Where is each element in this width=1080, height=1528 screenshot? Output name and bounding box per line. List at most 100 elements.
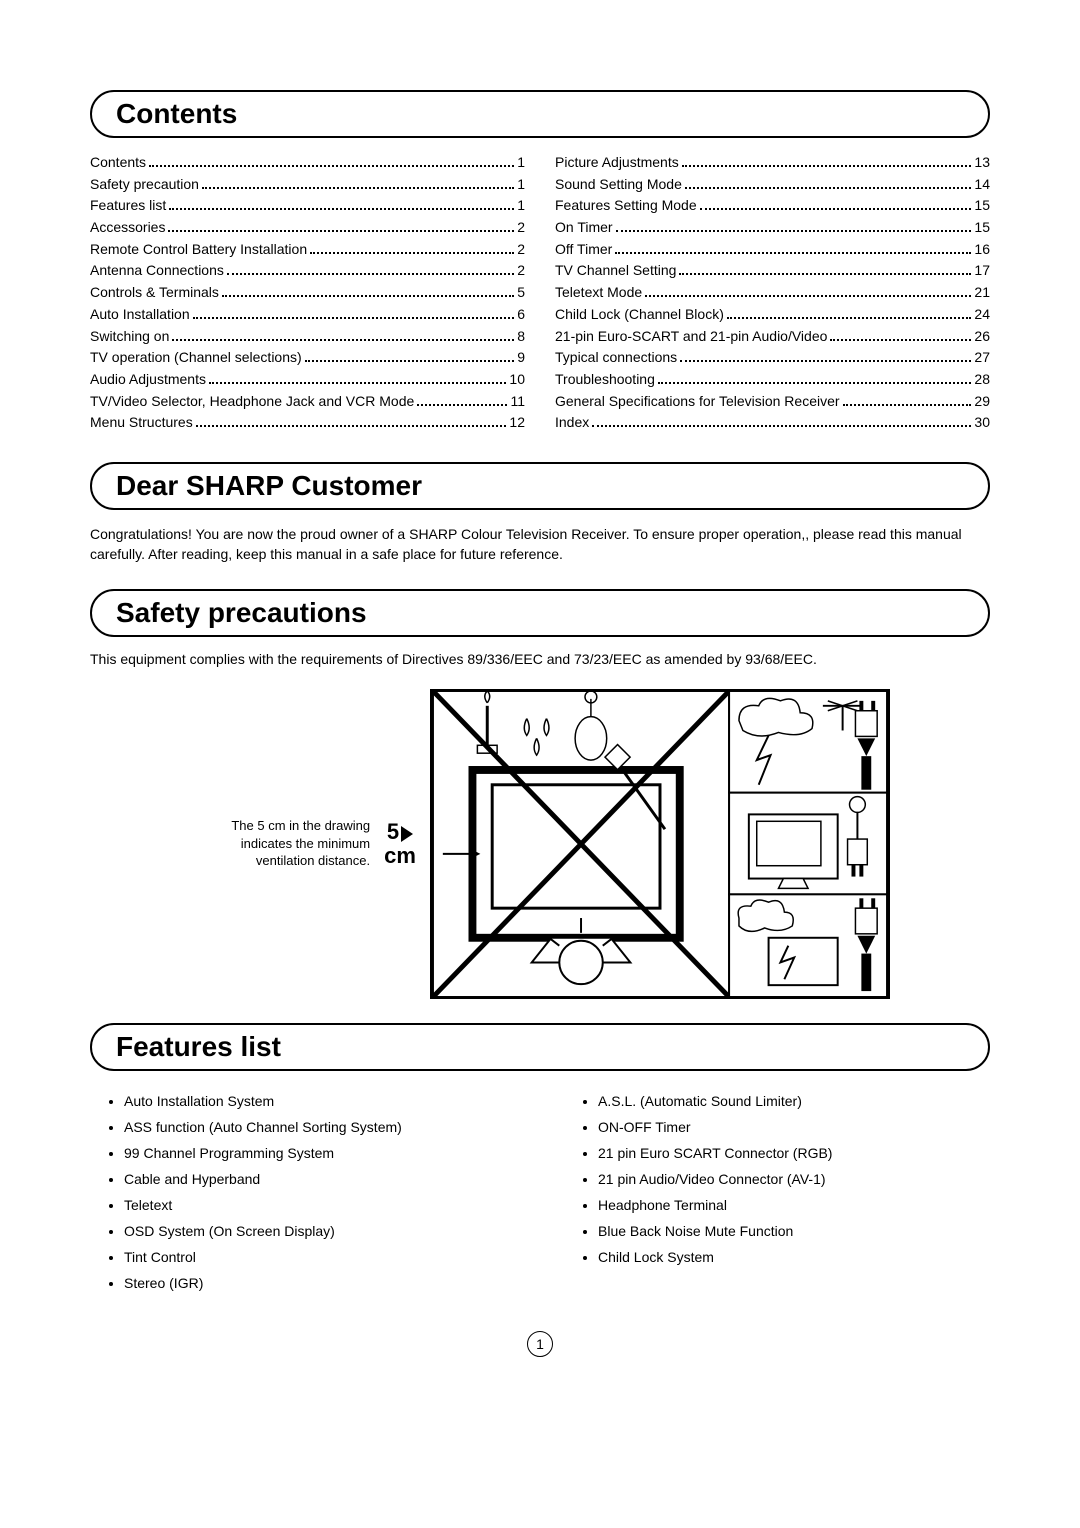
toc-dots [417, 404, 507, 406]
toc-row: Antenna Connections 2 [90, 260, 525, 282]
toc-dots [616, 230, 972, 232]
toc-label: Child Lock (Channel Block) [555, 304, 724, 326]
toc-dots [658, 382, 972, 384]
toc-dots [645, 295, 971, 297]
toc-row: Switching on8 [90, 326, 525, 348]
toc-label: Menu Structures [90, 412, 193, 434]
toc-label: 21-pin Euro-SCART and 21-pin Audio/Video [555, 326, 827, 348]
page-number: 1 [90, 1331, 990, 1357]
toc-page: 2 [517, 239, 525, 261]
five-cm-number: 5 [387, 819, 399, 844]
toc-label: On Timer [555, 217, 613, 239]
toc-label: Audio Adjustments [90, 369, 206, 391]
feature-item: ON-OFF Timer [598, 1119, 984, 1135]
safety-caption: The 5 cm in the drawing indicates the mi… [190, 817, 370, 870]
toc-label: General Specifications for Television Re… [555, 391, 840, 413]
toc-dots [149, 165, 514, 167]
toc-label: Accessories [90, 217, 165, 239]
toc-label: Features Setting Mode [555, 195, 697, 217]
toc-row: Off Timer 16 [555, 239, 990, 261]
feature-item: OSD System (On Screen Display) [124, 1223, 510, 1239]
toc-row: Menu Structures12 [90, 412, 525, 434]
toc-dots [727, 317, 972, 319]
toc-page: 2 [517, 217, 525, 239]
toc-label: Sound Setting Mode [555, 174, 682, 196]
toc-row: Features list1 [90, 195, 525, 217]
toc-dots [843, 404, 972, 406]
toc-label: TV Channel Setting [555, 260, 676, 282]
toc-row: Safety precaution1 [90, 174, 525, 196]
toc-page: 8 [517, 326, 525, 348]
toc-page: 15 [974, 217, 990, 239]
toc-row: Troubleshooting28 [555, 369, 990, 391]
feature-item: Headphone Terminal [598, 1197, 984, 1213]
toc-dots [193, 317, 515, 319]
safety-caption-line3: ventilation distance. [256, 853, 370, 868]
toc-page: 15 [974, 195, 990, 217]
toc-page: 27 [974, 347, 990, 369]
toc-dots [679, 273, 971, 275]
page-number-value: 1 [527, 1331, 553, 1357]
toc-page: 21 [974, 282, 990, 304]
toc-row: Child Lock (Channel Block) 24 [555, 304, 990, 326]
toc-dots [168, 230, 514, 232]
toc-page: 26 [974, 326, 990, 348]
five-cm-unit: cm [384, 843, 416, 868]
feature-item: A.S.L. (Automatic Sound Limiter) [598, 1093, 984, 1109]
toc-row: General Specifications for Television Re… [555, 391, 990, 413]
safety-diagram-icon [430, 689, 890, 999]
toc-dots [700, 208, 972, 210]
toc-page: 28 [974, 369, 990, 391]
toc-row: Index 30 [555, 412, 990, 434]
feature-item: Blue Back Noise Mute Function [598, 1223, 984, 1239]
toc-page: 17 [974, 260, 990, 282]
compliance-text: This equipment complies with the require… [90, 651, 990, 667]
toc-row: Accessories 2 [90, 217, 525, 239]
toc-dots [830, 339, 971, 341]
toc-dots [202, 187, 514, 189]
toc-row: Controls & Terminals5 [90, 282, 525, 304]
toc-row: TV Channel Setting 17 [555, 260, 990, 282]
toc-label: Features list [90, 195, 166, 217]
safety-heading: Safety precautions [90, 589, 990, 637]
toc-page: 30 [974, 412, 990, 434]
toc-label: Antenna Connections [90, 260, 224, 282]
contents-heading: Contents [90, 90, 990, 138]
arrow-right-icon [401, 826, 413, 842]
dear-customer-title: Dear SHARP Customer [116, 470, 964, 502]
toc-page: 11 [510, 391, 525, 413]
toc-dots [196, 425, 507, 427]
toc-page: 24 [974, 304, 990, 326]
toc-page: 6 [517, 304, 525, 326]
toc-row: TV operation (Channel selections)9 [90, 347, 525, 369]
toc-page: 13 [974, 152, 990, 174]
dear-customer-heading: Dear SHARP Customer [90, 462, 990, 510]
feature-item: 21 pin Audio/Video Connector (AV-1) [598, 1171, 984, 1187]
toc-dots [592, 425, 971, 427]
toc-row: Contents1 [90, 152, 525, 174]
toc-row: TV/Video Selector, Headphone Jack and VC… [90, 391, 525, 413]
toc-row: Picture Adjustments13 [555, 152, 990, 174]
feature-item: Stereo (IGR) [124, 1275, 510, 1291]
contents-title: Contents [116, 98, 964, 130]
toc-page: 2 [517, 260, 525, 282]
toc-row: Teletext Mode21 [555, 282, 990, 304]
feature-item: Auto Installation System [124, 1093, 510, 1109]
toc-dots [310, 252, 514, 254]
toc-label: Safety precaution [90, 174, 199, 196]
toc-row: Features Setting Mode 15 [555, 195, 990, 217]
toc-label: Index [555, 412, 589, 434]
toc-page: 16 [974, 239, 990, 261]
toc-dots [209, 382, 506, 384]
toc-page: 14 [974, 174, 990, 196]
feature-item: ASS function (Auto Channel Sorting Syste… [124, 1119, 510, 1135]
safety-title: Safety precautions [116, 597, 964, 629]
toc-dots [172, 339, 514, 341]
toc-row: On Timer 15 [555, 217, 990, 239]
toc-row: Typical connections27 [555, 347, 990, 369]
toc-dots [169, 208, 514, 210]
toc-label: Off Timer [555, 239, 612, 261]
toc-label: TV operation (Channel selections) [90, 347, 302, 369]
toc-page: 1 [517, 152, 525, 174]
feature-item: Cable and Hyperband [124, 1171, 510, 1187]
